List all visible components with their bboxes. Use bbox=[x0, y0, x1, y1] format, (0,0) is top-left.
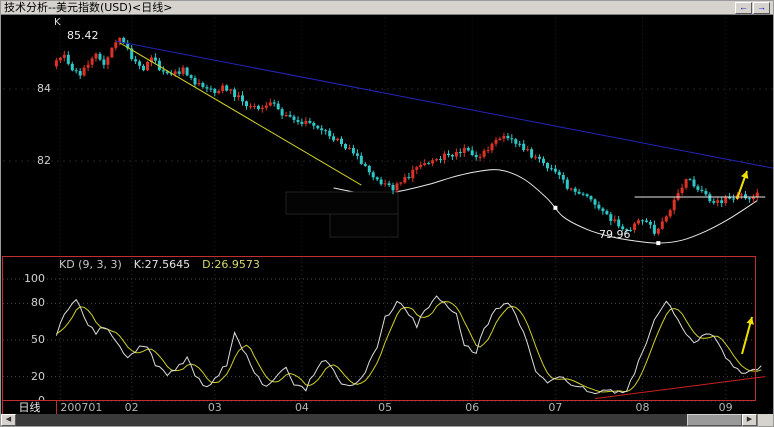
arrow-right-icon: → bbox=[757, 2, 766, 12]
kd-lines bbox=[55, 295, 762, 395]
period-label: 日线 bbox=[18, 401, 41, 414]
mask-boxes bbox=[285, 191, 399, 238]
horizontal-scrollbar[interactable]: ◀ ▶ bbox=[1, 414, 773, 426]
kd-k-line bbox=[55, 295, 762, 395]
candlestick-series bbox=[54, 36, 759, 236]
up-arrow-icon bbox=[746, 317, 754, 325]
window-title: 技术分析--美元指数(USD)<日线> bbox=[4, 1, 173, 14]
scroll-left-icon: ◀ bbox=[5, 416, 12, 423]
page-left-button[interactable]: ← bbox=[735, 1, 752, 14]
kd-support-trendline bbox=[594, 376, 766, 400]
yellow-downtrend-line bbox=[119, 42, 362, 186]
scrollbar-thumb[interactable] bbox=[687, 414, 742, 426]
arrow-left-icon: ← bbox=[739, 2, 748, 12]
scroll-right-icon: ▶ bbox=[746, 416, 753, 423]
arrow-annotations bbox=[736, 170, 754, 355]
page-right-button[interactable]: → bbox=[753, 1, 770, 14]
trendlines bbox=[115, 40, 773, 198]
scroll-right-button[interactable]: ▶ bbox=[742, 414, 757, 426]
title-bar: 技术分析--美元指数(USD)<日线> ← → bbox=[1, 1, 773, 15]
blue-resistance-line bbox=[115, 40, 773, 169]
scroll-left-button[interactable]: ◀ bbox=[1, 414, 16, 426]
up-arrow-icon bbox=[741, 171, 749, 179]
titlebar-buttons: ← → bbox=[735, 1, 770, 14]
scrollbar-corner bbox=[757, 414, 773, 426]
grid-lines bbox=[3, 17, 773, 402]
curve-handles bbox=[553, 205, 661, 246]
scrollbar-track[interactable] bbox=[16, 414, 742, 426]
